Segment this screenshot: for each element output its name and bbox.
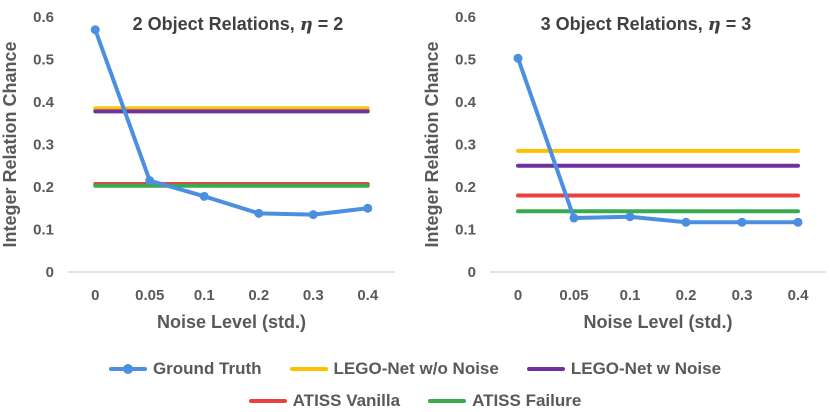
legend-label: LEGO-Net w Noise [570,359,722,378]
legend-item: LEGO-Net w/o Noise [289,359,499,379]
x-tick-label: 0 [514,287,522,304]
y-tick-label: 0.4 [455,94,477,111]
legend-label: LEGO-Net w/o Noise [333,359,499,378]
data-point-ground-truth [569,213,579,223]
x-tick-label: 0.1 [194,287,215,304]
legend-label: Ground Truth [152,359,262,378]
data-point-ground-truth [737,217,747,227]
y-tick-label: 0.2 [33,179,54,196]
y-tick-label: 0.1 [455,222,476,239]
data-point-ground-truth [513,53,523,63]
data-point-ground-truth [254,208,264,218]
legend-row-1: Ground Truth LEGO-Net w/o Noise LEGO-Net w… [0,359,830,379]
legend-item: ATISS Vanilla [248,391,401,411]
legend-label: ATISS Vanilla [292,391,401,410]
y-tick-label: 0.4 [33,94,55,111]
y-tick-label: 0.6 [33,9,54,26]
data-point-ground-truth [363,203,373,213]
legend-swatch [428,399,467,403]
chart-panel-1: 0 0.1 0.2 0.3 0.4 0.5 0.6 0 0.05 0.1 0.2 0.3 0.4 Nois… [0,9,395,332]
x-tick-label: 0 [91,287,99,304]
legend-swatch [108,364,147,374]
chart-title: 2 Object Relations, η = 2 [133,14,344,35]
x-axis-label: Noise Level (std.) [157,312,306,332]
x-tick-label: 0.1 [620,287,641,304]
data-point-ground-truth [625,212,635,222]
x-tick-label: 0.05 [559,287,588,304]
x-tick-label: 0.2 [248,287,269,304]
y-tick-label: 0.2 [455,179,476,196]
y-tick-label: 0 [46,264,54,281]
legend-label: ATISS Failure [472,391,582,410]
x-tick-label: 0.05 [135,287,164,304]
chart-panel-2: 0 0.1 0.2 0.3 0.4 0.5 0.6 0 0.05 0.1 0.2 0.3 0.4 Nois… [422,9,826,332]
data-point-ground-truth [793,217,803,227]
legend-marker [122,364,133,374]
y-tick-label: 0.3 [455,137,476,154]
x-tick-label: 0.2 [676,287,697,304]
y-tick-label: 0.5 [33,52,54,69]
data-point-ground-truth [681,217,691,227]
x-tick-label: 0.3 [303,287,324,304]
y-tick-label: 0 [468,264,476,281]
legend-row-2: ATISS Vanilla ATISS Failure [0,391,830,411]
data-point-ground-truth [199,191,209,201]
x-axis-label: Noise Level (std.) [583,312,732,332]
legend-swatch [248,399,287,403]
legend-swatch [289,367,328,371]
y-tick-label: 0.5 [455,52,476,69]
series-line-ground-truth [93,27,370,217]
data-point-ground-truth [308,210,318,220]
x-tick-label: 0.3 [732,287,753,304]
y-tick-label: 0.1 [33,222,54,239]
chart-title: 3 Object Relations, η = 3 [541,14,752,35]
x-tick-label: 0.4 [357,287,379,304]
y-tick-label: 0.6 [455,9,476,26]
legend-item: ATISS Failure [428,391,581,411]
data-point-ground-truth [90,25,100,35]
y-axis-label: Integer Relation Chance [422,41,442,247]
y-tick-label: 0.3 [33,137,54,154]
data-point-ground-truth [145,176,155,186]
legend-item: LEGO-Net w Noise [526,359,722,379]
y-axis-label: Integer Relation Chance [0,41,20,247]
series-line-ground-truth [516,56,800,225]
x-tick-label: 0.4 [788,287,810,304]
legend-swatch [526,367,565,371]
legend-item: Ground Truth [108,359,262,379]
